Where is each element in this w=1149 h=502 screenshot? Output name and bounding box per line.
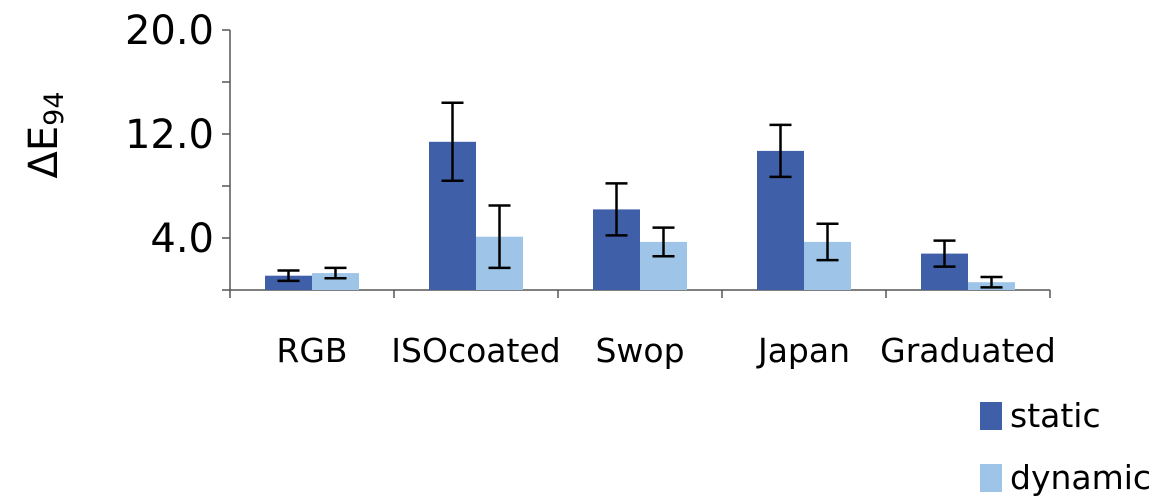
error-bar-dynamic (980, 275, 1003, 289)
legend: static dynamic (980, 396, 1149, 497)
error-bar-static (933, 239, 956, 268)
error-bar-static (769, 123, 792, 179)
category-label: Graduated (880, 331, 1056, 370)
error-bar-static (605, 182, 628, 237)
y-axis-label: ΔE94 (21, 92, 70, 179)
bars-group (265, 141, 1015, 290)
legend-label-dynamic: dynamic (1010, 458, 1149, 497)
category-label: ISOcoated (391, 331, 560, 370)
bar-dynamic (312, 273, 359, 290)
error-bar-dynamic (816, 222, 839, 262)
error-bar-static (277, 269, 300, 283)
y-tick-label: 20.0 (125, 8, 214, 54)
legend-swatch-static (980, 402, 1002, 430)
error-bar-dynamic (652, 226, 675, 258)
svg-text:ΔE94: ΔE94 (21, 92, 70, 179)
y-axis-label-subscript: 94 (39, 92, 70, 126)
error-bar-static (441, 101, 464, 183)
legend-swatch-dynamic (980, 464, 1002, 492)
bar-static (265, 275, 312, 290)
category-label: Swop (595, 331, 684, 370)
axes: 4.0 12.0 20.0 (125, 8, 1051, 298)
error-bar-dynamic (488, 204, 511, 270)
y-axis-label-main: ΔE (21, 126, 67, 179)
error-bar-dynamic (324, 266, 347, 280)
category-label: Japan (756, 331, 850, 370)
legend-label-static: static (1010, 396, 1101, 435)
y-tick-label: 12.0 (125, 112, 214, 158)
error-bars-group (277, 101, 1003, 289)
y-tick-label: 4.0 (150, 216, 214, 262)
category-label: RGB (276, 331, 347, 370)
category-labels: RGB ISOcoated Swop Japan Graduated (276, 331, 1055, 370)
